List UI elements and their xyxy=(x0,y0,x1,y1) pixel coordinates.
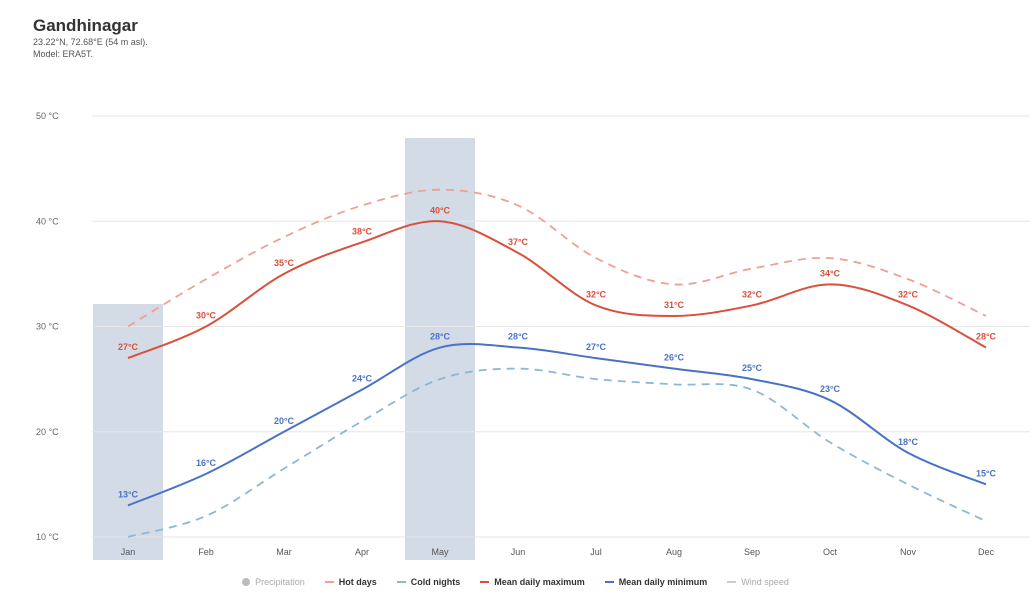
x-tick-label: Dec xyxy=(978,547,995,557)
data-label: 30°C xyxy=(196,311,217,321)
legend-item-hot-days[interactable]: Hot days xyxy=(324,577,377,587)
data-label: 32°C xyxy=(742,289,763,299)
data-label: 35°C xyxy=(274,258,295,268)
grid-layer: 10 °C 20 °C 30 °C 40 °C 50 °C xyxy=(36,111,1030,542)
y-tick-label: 10 °C xyxy=(36,532,59,542)
x-tick-label: May xyxy=(431,547,449,557)
data-label: 32°C xyxy=(898,289,919,299)
x-tick-label: Nov xyxy=(900,547,917,557)
legend-label: Wind speed xyxy=(741,577,789,587)
legend-label: Mean daily minimum xyxy=(618,577,708,587)
x-tick-label: Oct xyxy=(823,547,838,557)
legend-label: Hot days xyxy=(338,577,377,587)
data-label: 18°C xyxy=(898,437,919,447)
data-label: 34°C xyxy=(820,268,841,278)
legend-label: Precipitation xyxy=(255,577,305,587)
climate-chart: 10 °C 20 °C 30 °C 40 °C 50 °C 27°C 30°C 35°C 38… xyxy=(36,111,1030,560)
data-label: 15°C xyxy=(976,468,997,478)
x-tick-label: Jun xyxy=(511,547,526,557)
legend-swatch-icon xyxy=(324,581,334,583)
data-label: 24°C xyxy=(352,374,373,384)
data-label: 13°C xyxy=(118,489,139,499)
series-line-hot-days xyxy=(127,188,987,328)
data-label: 23°C xyxy=(820,384,841,394)
data-label: 28°C xyxy=(430,332,451,342)
data-label: 40°C xyxy=(430,205,451,215)
x-tick-label: Apr xyxy=(355,547,369,557)
data-label: 16°C xyxy=(196,458,217,468)
data-label: 20°C xyxy=(274,416,295,426)
legend-item-cold-nights[interactable]: Cold nights xyxy=(396,577,461,587)
series-line-mean-daily-minimum xyxy=(127,343,987,507)
data-label: 32°C xyxy=(586,289,607,299)
data-label: 28°C xyxy=(976,332,997,342)
axis-layer: Jan Feb Mar Apr May Jun Jul Aug Sep Oct Nov Dec xyxy=(121,547,995,557)
label-layer: 27°C 30°C 35°C 38°C 40°C 37°C 32°C 31°C 32°C 34°C… xyxy=(118,205,997,499)
legend-swatch-icon xyxy=(396,581,406,583)
legend-item-precipitation[interactable]: Precipitation xyxy=(242,577,305,587)
data-label: 37°C xyxy=(508,237,529,247)
legend-label: Cold nights xyxy=(410,577,461,587)
data-label: 25°C xyxy=(742,363,763,373)
y-tick-label: 20 °C xyxy=(36,427,59,437)
legend-swatch-icon xyxy=(480,581,490,583)
data-label: 26°C xyxy=(664,353,685,363)
series-line-cold-nights xyxy=(127,367,987,538)
y-tick-label: 40 °C xyxy=(36,216,59,226)
location-coordinates: 23.22°N, 72.68°E (54 m asl). xyxy=(33,37,148,47)
data-label: 38°C xyxy=(352,226,373,236)
highlight-may xyxy=(405,138,475,560)
highlight-layer xyxy=(93,138,475,560)
y-tick-label: 30 °C xyxy=(36,322,59,332)
data-label: 27°C xyxy=(586,342,607,352)
legend-item-mean-daily-minimum[interactable]: Mean daily minimum xyxy=(604,577,708,587)
chart-header: Gandhinagar 23.22°N, 72.68°E (54 m asl).… xyxy=(33,16,148,60)
chart-title: Gandhinagar xyxy=(33,16,138,35)
model-name: Model: ERA5T. xyxy=(33,49,94,59)
precipitation-dot-icon xyxy=(242,578,251,586)
x-tick-label: Sep xyxy=(744,547,760,557)
x-tick-label: Mar xyxy=(276,547,292,557)
chart-legend: Precipitation Hot days Cold nights Mean dai… xyxy=(0,577,1031,587)
legend-item-wind-speed[interactable]: Wind speed xyxy=(727,577,789,587)
legend-label: Mean daily maximum xyxy=(494,577,585,587)
data-label: 28°C xyxy=(508,332,529,342)
data-label: 31°C xyxy=(664,300,685,310)
series-layer xyxy=(127,188,987,538)
series-line-mean-daily-maximum xyxy=(127,220,987,360)
x-tick-label: Aug xyxy=(666,547,682,557)
y-tick-label: 50 °C xyxy=(36,111,59,121)
x-tick-label: Feb xyxy=(198,547,214,557)
data-label: 27°C xyxy=(118,342,139,352)
legend-item-mean-daily-maximum[interactable]: Mean daily maximum xyxy=(480,577,585,587)
legend-swatch-icon xyxy=(604,581,614,583)
legend-swatch-icon xyxy=(727,581,737,583)
x-tick-label: Jul xyxy=(590,547,602,557)
x-tick-label: Jan xyxy=(121,547,136,557)
